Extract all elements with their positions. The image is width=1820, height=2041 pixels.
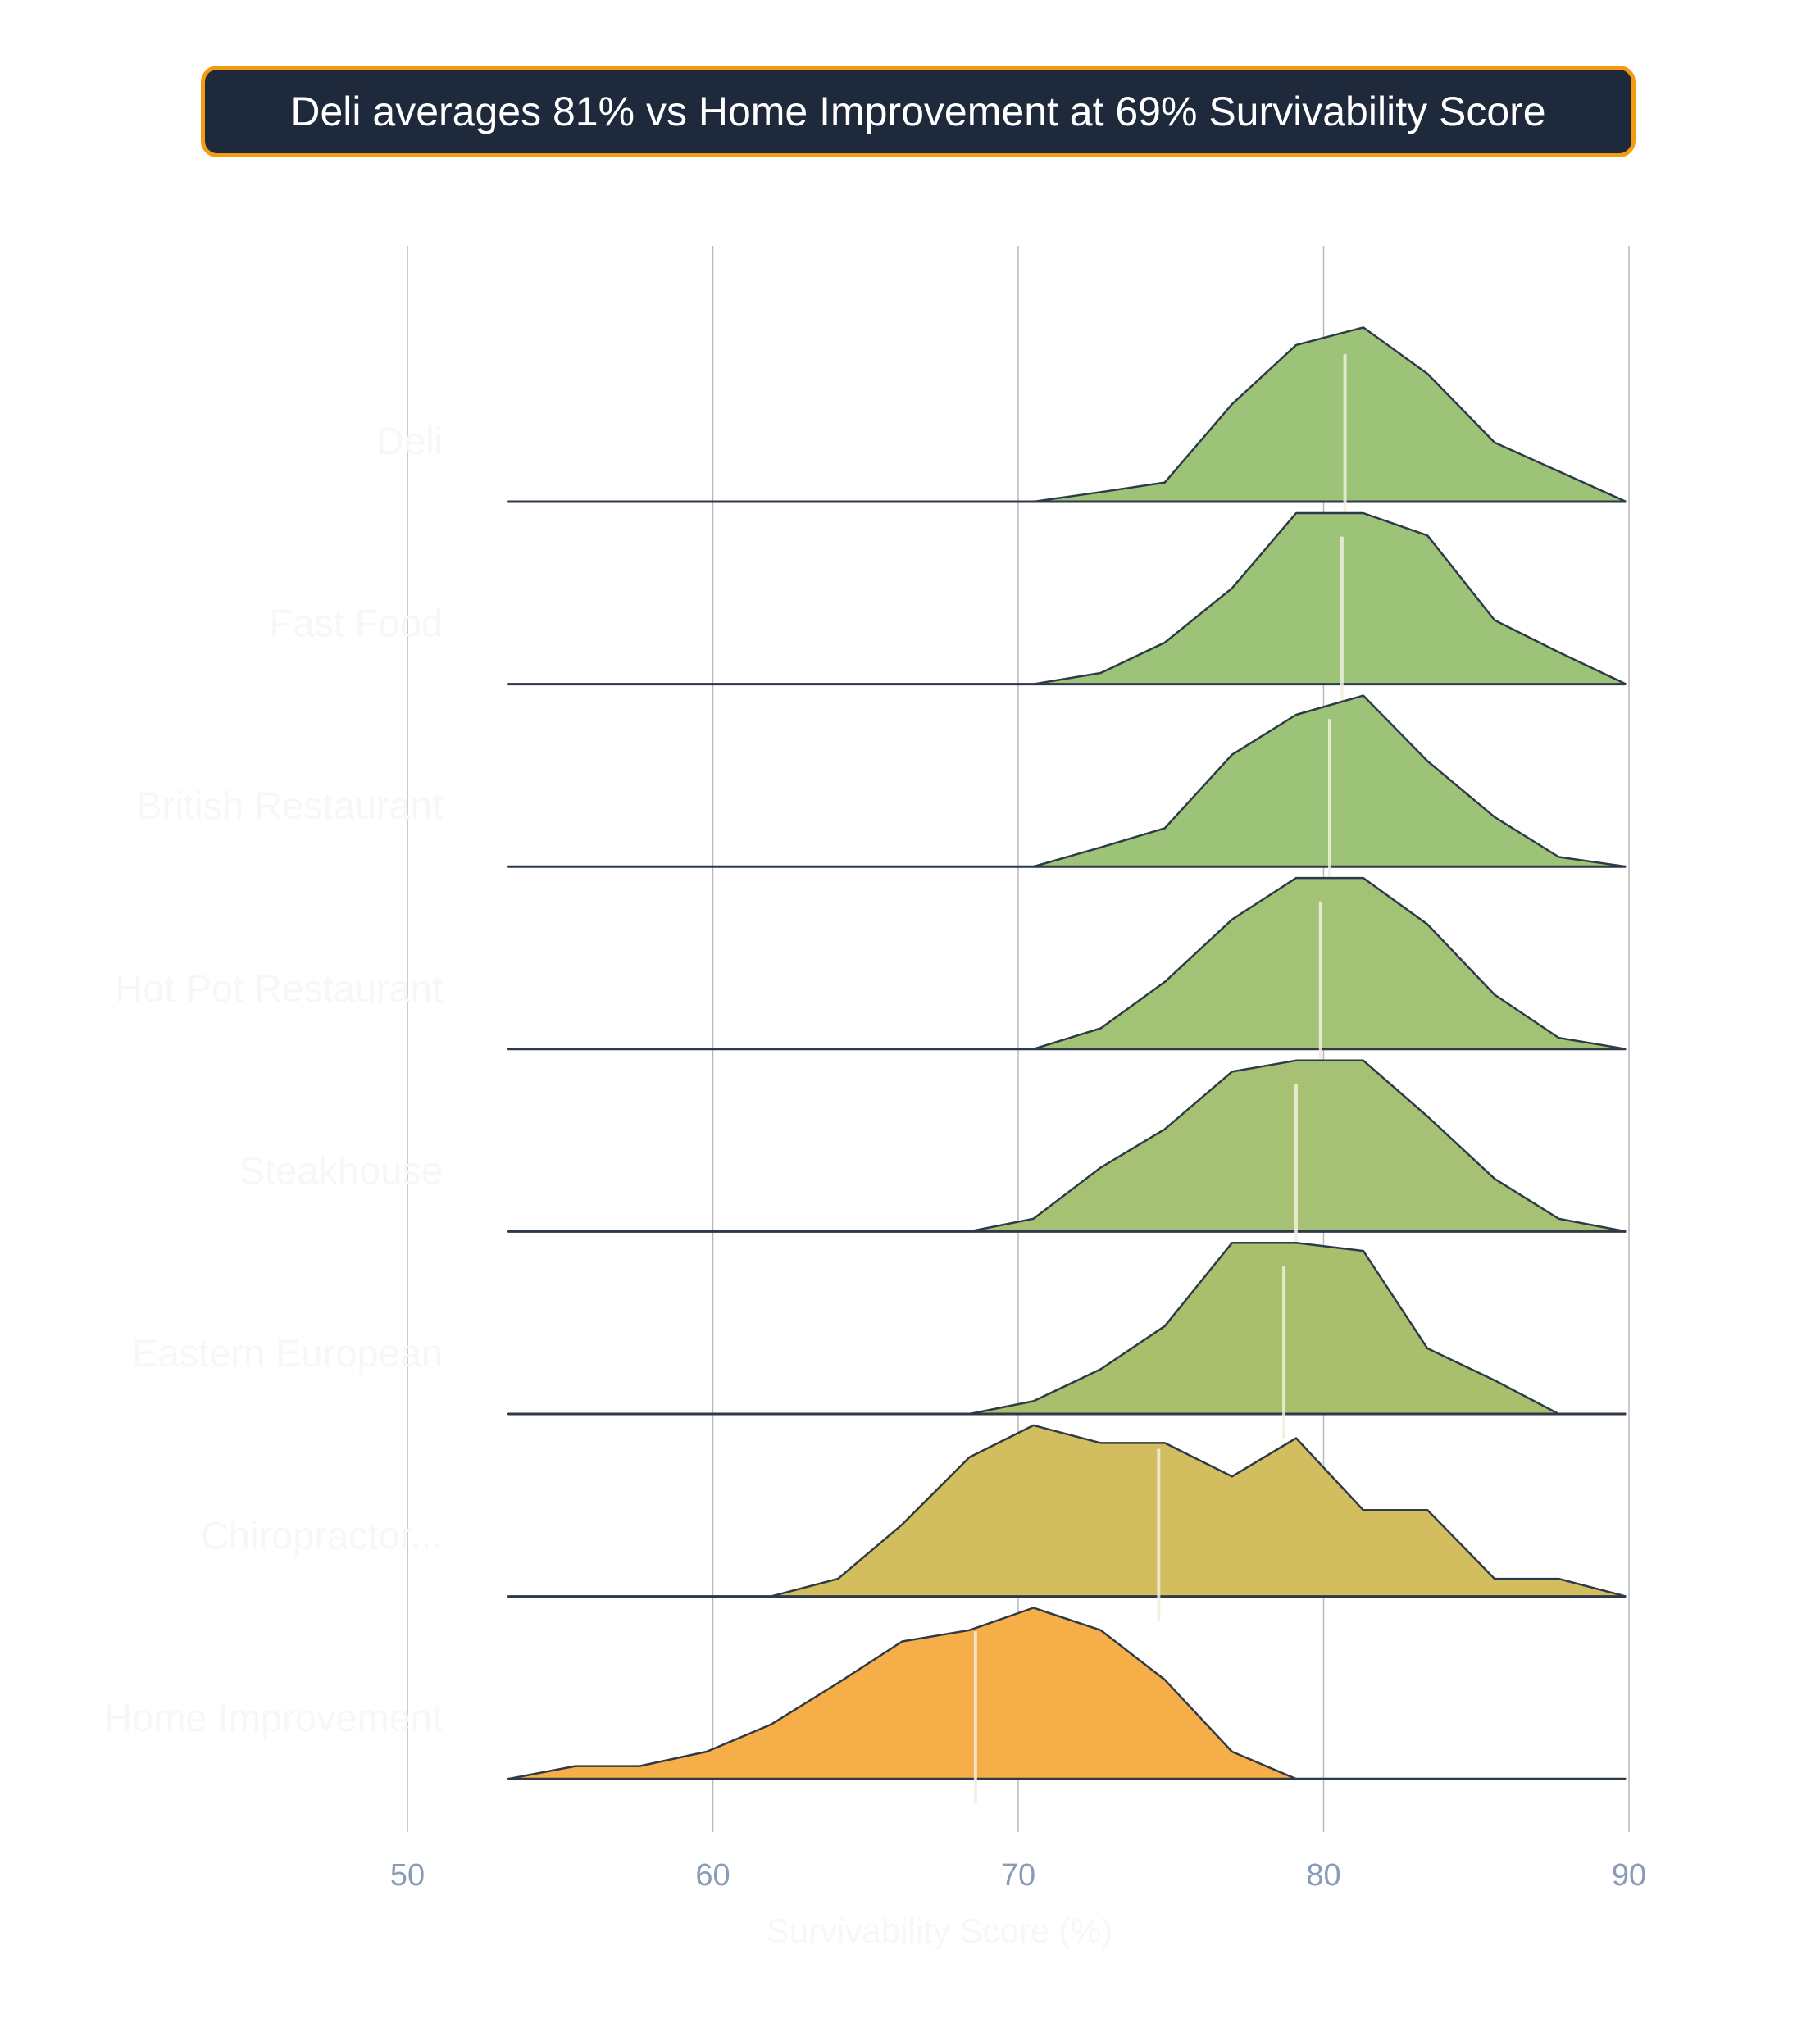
ridge-area [507,1243,1627,1414]
ridge-area [507,1607,1627,1780]
ridge-hot-pot-restaurant [507,876,1627,1074]
x-tick-label: 70 [1001,1858,1035,1893]
ridge-area [507,1060,1627,1232]
chart-title: Deli averages 81% vs Home Improvement at… [201,66,1636,157]
x-tick-label: 80 [1306,1858,1340,1893]
x-tick-label: 50 [390,1858,425,1893]
x-tick-label: 60 [695,1858,730,1893]
ridges [507,326,1627,1804]
ridge-deli [507,326,1627,526]
category-label: Steakhouse [239,1148,443,1192]
ridge-area [507,878,1627,1049]
x-tick-labels: 50 60 70 80 90 [390,1858,1646,1893]
category-label: Chiropractor... [201,1514,443,1557]
category-label: Hot Pot Restaurant [115,966,443,1010]
category-label: Home Improvement [104,1696,443,1739]
ridge-fast-food [507,511,1627,709]
category-label: Eastern European [132,1331,443,1375]
ridge-area [507,695,1627,867]
ridge-area [507,327,1627,502]
category-label: Fast Food [269,602,443,645]
ridge-area [507,513,1627,684]
ridge-home-improvement [507,1607,1627,1804]
ridge-chiropractor- [507,1424,1627,1621]
ridge-british-restaurant [507,694,1627,892]
x-tick-label: 90 [1612,1858,1646,1893]
x-axis-title: Survivability Score (%) [767,1911,1112,1950]
ridge-area [507,1425,1627,1597]
category-label: British Restaurant [136,784,443,827]
category-label: Deli [376,419,443,462]
ridge-steakhouse [507,1059,1627,1257]
ridge-eastern-european [507,1242,1627,1439]
category-labels: Deli Fast Food British Restaurant Hot Pot R… [104,419,443,1739]
